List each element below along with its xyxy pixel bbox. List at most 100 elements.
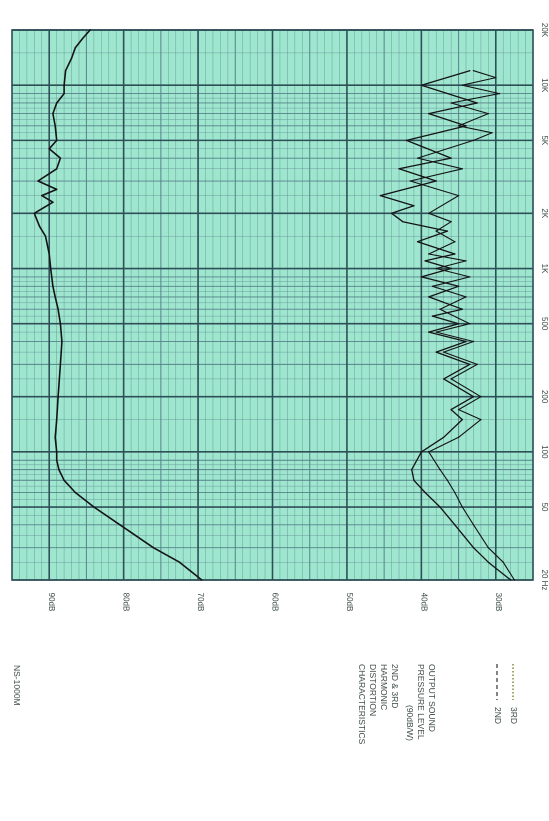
output-spl-point bbox=[63, 92, 65, 95]
second-harmonic-curve bbox=[379, 70, 512, 581]
major-gridlines bbox=[11, 29, 534, 581]
output-spl-point bbox=[55, 418, 58, 421]
third-harmonic-point bbox=[416, 157, 419, 159]
third-harmonic-point bbox=[472, 139, 475, 142]
db-tick-label: 30dB bbox=[494, 593, 503, 612]
output-spl-point bbox=[59, 363, 62, 366]
output-spl-point bbox=[33, 212, 36, 215]
third-harmonic-point bbox=[472, 524, 475, 526]
output-spl-curve bbox=[33, 29, 203, 581]
second-harmonic-point bbox=[435, 351, 437, 353]
second-harmonic-point bbox=[454, 524, 456, 526]
freq-tick-label: 20K bbox=[540, 23, 549, 38]
frequency-tick-labels: 20 Hz 50 100 200 500 1K 2K 5K 10K 20K bbox=[540, 23, 549, 591]
second-harmonic-point bbox=[450, 408, 452, 411]
output-spl-point bbox=[57, 395, 59, 398]
second-harmonic-point bbox=[420, 276, 423, 278]
db-tick-label: 80dB bbox=[122, 593, 131, 612]
output-spl-point bbox=[82, 37, 84, 40]
third-harmonic-point bbox=[428, 451, 430, 453]
output-spl-point bbox=[63, 84, 65, 86]
second-harmonic-point bbox=[413, 479, 415, 481]
second-harmonic-point bbox=[431, 315, 434, 317]
output-spl-point bbox=[48, 148, 50, 150]
response-curves bbox=[33, 29, 516, 581]
output-spl-point bbox=[57, 308, 59, 310]
output-spl-point bbox=[52, 112, 54, 115]
freq-tick-label: 10K bbox=[540, 78, 549, 93]
third-harmonic-point bbox=[428, 212, 430, 215]
freq-tick-label: 5K bbox=[540, 135, 549, 145]
second-harmonic-point bbox=[379, 194, 382, 197]
output-spl-point bbox=[152, 547, 155, 549]
third-harmonic-point bbox=[487, 547, 490, 549]
third-harmonic-point bbox=[498, 92, 501, 95]
third-harmonic-point bbox=[472, 340, 475, 343]
second-harmonic-point bbox=[420, 451, 423, 453]
second-harmonic-point bbox=[457, 285, 460, 287]
output-spl-point bbox=[44, 235, 47, 237]
third-harmonic-point bbox=[469, 323, 471, 325]
third-harmonic-point bbox=[472, 69, 475, 72]
second-harmonic-point bbox=[405, 139, 408, 142]
output-spl-point bbox=[50, 267, 52, 270]
third-harmonic-point bbox=[450, 221, 452, 223]
third-harmonic-point bbox=[491, 132, 493, 134]
output-spl-point bbox=[55, 451, 58, 453]
second-harmonic-point bbox=[428, 112, 430, 115]
second-harmonic-point bbox=[413, 205, 415, 207]
second-harmonic-point bbox=[424, 491, 426, 494]
second-harmonic-point bbox=[465, 340, 467, 343]
freq-tick-label: 500 bbox=[540, 317, 549, 331]
output-spl-point bbox=[54, 436, 56, 439]
second-harmonic-point bbox=[410, 468, 413, 471]
output-spl-point bbox=[37, 180, 39, 182]
third-harmonic-point bbox=[454, 241, 456, 243]
third-harmonic-point bbox=[457, 436, 460, 439]
third-harmonic-point bbox=[465, 296, 467, 298]
db-tick-label: 60dB bbox=[271, 593, 280, 612]
third-harmonic-point bbox=[439, 468, 441, 471]
output-spl-point bbox=[59, 323, 62, 325]
second-harmonic-point bbox=[435, 180, 437, 182]
second-harmonic-point bbox=[398, 168, 400, 170]
output-spl-point bbox=[119, 524, 121, 526]
second-harmonic-point bbox=[446, 230, 449, 232]
output-spl-point bbox=[74, 47, 76, 49]
output-spl-point bbox=[52, 201, 54, 203]
second-harmonic-point bbox=[442, 436, 445, 439]
third-harmonic-point bbox=[431, 285, 434, 287]
output-spl-point bbox=[54, 125, 56, 127]
db-tick-label: 50dB bbox=[345, 593, 354, 612]
third-harmonic-point bbox=[476, 363, 478, 366]
second-harmonic-point bbox=[461, 418, 463, 421]
second-harmonic-point bbox=[439, 506, 441, 508]
second-harmonic-point bbox=[469, 69, 471, 72]
output-spl-point bbox=[61, 340, 63, 343]
third-harmonic-point bbox=[428, 253, 430, 255]
output-spl-point bbox=[201, 579, 203, 581]
third-harmonic-point bbox=[465, 260, 467, 262]
third-harmonic-point bbox=[435, 230, 437, 232]
output-spl-point bbox=[41, 194, 43, 197]
third-harmonic-point bbox=[487, 112, 490, 115]
second-harmonic-point bbox=[424, 260, 426, 262]
third-harmonic-point bbox=[461, 506, 463, 508]
second-harmonic-point bbox=[402, 221, 404, 223]
third-harmonic-point bbox=[502, 561, 504, 563]
third-harmonic-point bbox=[457, 194, 460, 197]
second-harmonic-point bbox=[465, 125, 467, 127]
output-spl-point bbox=[74, 491, 76, 494]
third-harmonic-point bbox=[495, 76, 497, 79]
db-tick-labels: 90dB 80dB 70dB 60dB 50dB 40dB 30dB bbox=[47, 593, 503, 612]
output-spl-point bbox=[54, 296, 56, 298]
output-spl-point bbox=[93, 506, 95, 508]
third-harmonic-point bbox=[450, 102, 452, 104]
third-harmonic-point bbox=[435, 267, 437, 270]
second-harmonic-point bbox=[454, 253, 456, 255]
freq-tick-label: 100 bbox=[540, 445, 549, 459]
third-harmonic-point bbox=[480, 395, 482, 398]
freq-tick-label: 2K bbox=[540, 208, 549, 218]
output-spl-point bbox=[178, 561, 181, 563]
